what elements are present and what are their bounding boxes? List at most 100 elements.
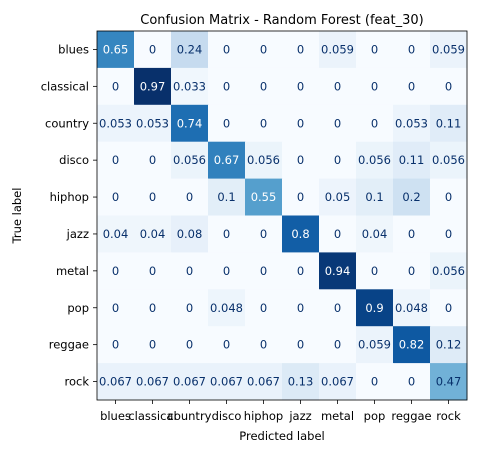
heatmap-cell [356, 215, 394, 253]
y-tick-label: metal [56, 264, 89, 278]
cell-value-label: 0 [260, 227, 267, 241]
cell-value-label: 0.47 [436, 375, 462, 389]
heatmap-cell [171, 104, 209, 143]
x-tick-label: jazz [288, 409, 311, 423]
cell-value-label: 0 [371, 375, 378, 389]
cell-value-label: 0 [260, 301, 267, 315]
heatmap-cell [171, 289, 209, 327]
heatmap-cell [282, 141, 320, 180]
heatmap-cell [97, 178, 135, 216]
heatmap-cell [245, 289, 283, 327]
heatmap-cell [356, 252, 394, 290]
cell-value-label: 0.74 [177, 116, 203, 130]
cell-value-label: 0 [371, 79, 378, 93]
y-tick-label: jazz [66, 227, 89, 241]
heatmap-cell-labels: 0.65 0 0.24 0 0 0 0.059 0 0 0.059 0 0.97 0.033 0 0 0 0 0 0… [99, 42, 465, 388]
cell-value-label: 0.059 [358, 338, 391, 352]
cell-value-label: 0.067 [99, 375, 132, 389]
cell-value-label: 0 [260, 338, 267, 352]
cell-value-label: 0.94 [325, 264, 351, 278]
heatmap-cell [393, 178, 431, 216]
cell-value-label: 0 [297, 264, 304, 278]
heatmap-cell [245, 363, 283, 401]
x-tick-label: pop [364, 409, 386, 423]
heatmap-cell [282, 31, 320, 69]
cell-value-label: 0.9 [365, 301, 383, 315]
heatmap-cell [97, 289, 135, 327]
cell-value-label: 0 [149, 338, 156, 352]
cell-value-label: 0.053 [136, 116, 169, 130]
cell-value-label: 0.04 [362, 227, 388, 241]
heatmap-cell [393, 31, 431, 69]
heatmap-cell [245, 104, 283, 143]
cell-value-label: 0 [445, 301, 452, 315]
cell-value-label: 0.067 [321, 375, 354, 389]
heatmap-cell [430, 178, 468, 216]
heatmap-cell [393, 289, 431, 327]
cell-value-label: 0 [334, 227, 341, 241]
heatmap-cell [430, 104, 468, 143]
cell-value-label: 0 [149, 153, 156, 167]
x-axis-label: Predicted label [239, 429, 324, 443]
cell-value-label: 0.053 [99, 116, 132, 130]
heatmap-cell [319, 252, 357, 290]
heatmap-cell [319, 326, 357, 364]
heatmap-cell [393, 215, 431, 253]
cell-value-label: 0.056 [173, 153, 206, 167]
cell-value-label: 0 [260, 42, 267, 56]
heatmap-cell [430, 363, 468, 401]
heatmap-cell [282, 178, 320, 216]
cell-value-label: 0 [334, 116, 341, 130]
heatmap-cell [245, 67, 283, 106]
cell-value-label: 0.13 [288, 375, 314, 389]
cell-value-label: 0 [223, 79, 230, 93]
heatmap-cell [245, 141, 283, 180]
cell-value-label: 0.056 [432, 264, 465, 278]
cell-value-label: 0.033 [173, 79, 206, 93]
cell-value-label: 0 [260, 116, 267, 130]
cell-value-label: 0 [149, 190, 156, 204]
cell-value-label: 0.048 [210, 301, 243, 315]
cell-value-label: 0 [223, 42, 230, 56]
cell-value-label: 0 [297, 301, 304, 315]
cell-value-label: 0 [149, 42, 156, 56]
y-tick-label: hiphop [50, 190, 89, 204]
cell-value-label: 0 [445, 190, 452, 204]
cell-value-label: 0.059 [432, 42, 465, 56]
heatmap-cell [319, 141, 357, 180]
cell-value-label: 0 [334, 153, 341, 167]
cell-value-label: 0.65 [103, 42, 129, 56]
cell-value-label: 0 [371, 264, 378, 278]
x-tick-label: blues [100, 409, 131, 423]
heatmap-cell [208, 104, 246, 143]
cell-value-label: 0 [112, 301, 119, 315]
heatmap-cell [319, 31, 357, 69]
cell-value-label: 0 [112, 338, 119, 352]
cell-value-label: 0 [297, 79, 304, 93]
heatmap-cell [97, 67, 135, 106]
heatmap-cell [171, 67, 209, 106]
heatmap-cell [97, 326, 135, 364]
heatmap-cell [356, 67, 394, 106]
x-tick-label: classical [128, 409, 176, 423]
heatmap-cell [208, 363, 246, 401]
heatmap-cell [245, 252, 283, 290]
y-tick-label: country [45, 116, 89, 130]
cell-value-label: 0 [112, 264, 119, 278]
cell-value-label: 0 [371, 116, 378, 130]
heatmap-cell [134, 289, 172, 327]
cell-value-label: 0.053 [395, 116, 428, 130]
cell-value-label: 0.056 [432, 153, 465, 167]
heatmap-cell [97, 104, 135, 143]
cell-value-label: 0.067 [210, 375, 243, 389]
heatmap-cell [282, 289, 320, 327]
heatmap-cell [393, 67, 431, 106]
heatmap-cell [208, 252, 246, 290]
cell-value-label: 0 [334, 79, 341, 93]
cell-value-label: 0.048 [395, 301, 428, 315]
x-tick-label: metal [321, 409, 354, 423]
cell-value-label: 0 [297, 338, 304, 352]
cell-value-label: 0 [186, 301, 193, 315]
y-axis-ticks: blues classical country disco hiphop jazz meta… [41, 42, 97, 389]
